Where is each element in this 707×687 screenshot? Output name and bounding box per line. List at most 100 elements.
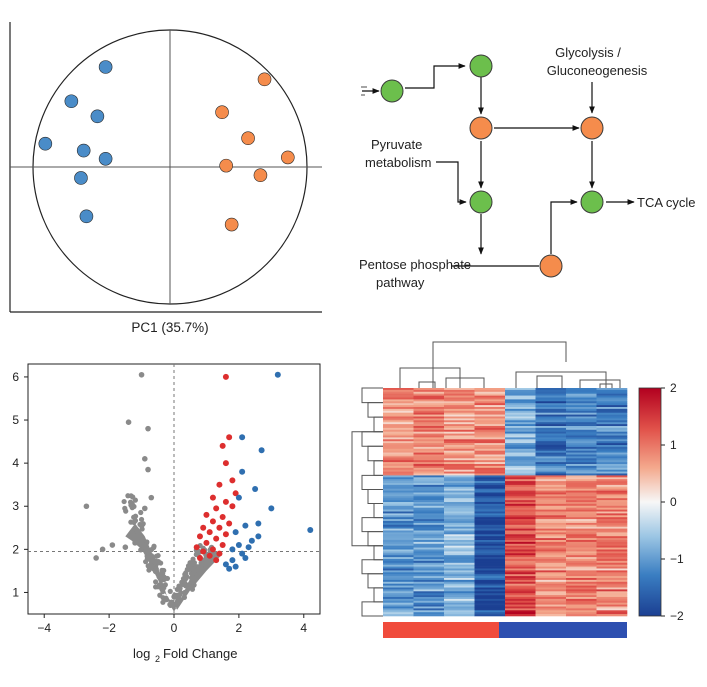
pca-x-axis-label: PC1 (35.7%) [131,320,208,335]
heatmap-cell [444,388,475,391]
volcano-point-gray [144,539,150,545]
heatmap-cell [444,479,475,482]
heatmap-cell [505,534,536,537]
heatmap-cell [474,507,506,510]
volcano-point-gray [155,584,161,590]
heatmap-cell [535,483,567,486]
heatmap-cell [413,437,445,440]
heatmap-cell [505,614,536,617]
heatmap-cell [474,602,506,605]
volcano-point-gray [138,547,144,553]
heatmap-cell [566,534,597,537]
heatmap-cell [444,538,475,541]
heatmap-cell [535,509,567,512]
heatmap-cell [413,545,445,548]
heatmap-cell [444,503,475,507]
heatmap-cell [596,591,628,594]
heatmap-cell [505,477,536,480]
heatmap-cell [566,570,597,573]
heatmap-cell [566,502,597,505]
heatmap-cell [413,420,445,423]
heatmap-cell [535,399,567,402]
heatmap-cell [474,562,506,565]
heatmap-cell [413,481,445,484]
heatmap-cell [383,475,414,478]
heatmap-cell [566,454,597,457]
heatmap-cell [474,530,506,533]
volcano-point-gray [163,597,170,603]
volcano-point-gray [151,544,157,551]
heatmap-cell [413,610,445,613]
heatmap-cell [505,505,536,508]
heatmap-cell [444,509,475,512]
heatmap-cell [444,532,475,535]
heatmap-cell [535,570,567,573]
heatmap-cell [444,549,475,552]
volcano-point-volcano_blue-9 [242,522,249,529]
heatmap-cell [413,450,445,453]
heatmap-cell [444,568,475,571]
volcano-point-gray [181,594,188,601]
heatmap-cell [566,469,597,472]
heatmap-cell [474,500,506,503]
heatmap-cell [383,422,414,425]
heatmap-cell [383,467,414,470]
heatmap-cell [596,585,628,588]
heatmap-cell [566,591,597,594]
heatmap-cell [596,469,628,472]
heatmap-cell [413,540,445,543]
heatmap-cell [474,557,506,560]
heatmap-cell [383,410,414,413]
heatmap-cell [383,604,414,607]
heatmap-cell [535,597,567,600]
heatmap-cell [596,553,628,556]
heatmap-cell [383,530,414,533]
heatmap-cell [505,416,536,419]
heatmap-cell [444,564,475,567]
heatmap-cell [505,522,536,526]
heatmap-cell [444,462,475,465]
heatmap-cell [505,443,536,446]
heatmap-cell [413,515,445,518]
heatmap-cell [566,437,597,440]
heatmap-cell [444,591,475,594]
heatmap-cell [444,517,475,520]
heatmap-cell [444,579,475,583]
volcano-point-volcano_blue-21 [226,565,233,572]
heatmap-cell [413,521,445,524]
heatmap-cell [505,395,536,398]
heatmap-cell [505,431,536,434]
volcano-point-red-15 [200,524,207,531]
volcano-point-gray [147,562,154,568]
heatmap-cell [596,587,628,590]
volcano-xtick-label-3: 2 [236,621,243,635]
heatmap-cell [566,426,597,429]
heatmap-cell [383,500,414,503]
heatmap-cell [566,486,597,489]
heatmap-cell [505,492,536,495]
heatmap-cell [566,604,597,607]
heatmap-cell [535,574,567,577]
heatmap-cell [566,541,597,545]
colorbar [638,387,662,617]
heatmap-cell [383,401,414,404]
heatmap-cell [383,595,414,598]
heatmap-cell [383,477,414,480]
heatmap-cell [566,578,597,581]
heatmap-cell [596,572,628,575]
volcano-point-red-8 [222,498,229,505]
heatmap-cell [535,388,567,391]
heatmap-cell [413,418,445,421]
heatmap-cell [383,452,414,455]
heatmap-cell [383,471,414,474]
heatmap-cell [596,536,628,539]
heatmap-cell [596,513,628,516]
heatmap-cell [535,562,567,565]
heatmap-cell [413,469,445,472]
heatmap-cell [535,443,567,446]
heatmap-cell [535,502,567,505]
heatmap-cell [413,458,445,461]
heatmap-cell [413,524,445,527]
heatmap-cell [413,505,445,508]
heatmap-cell [383,545,414,548]
